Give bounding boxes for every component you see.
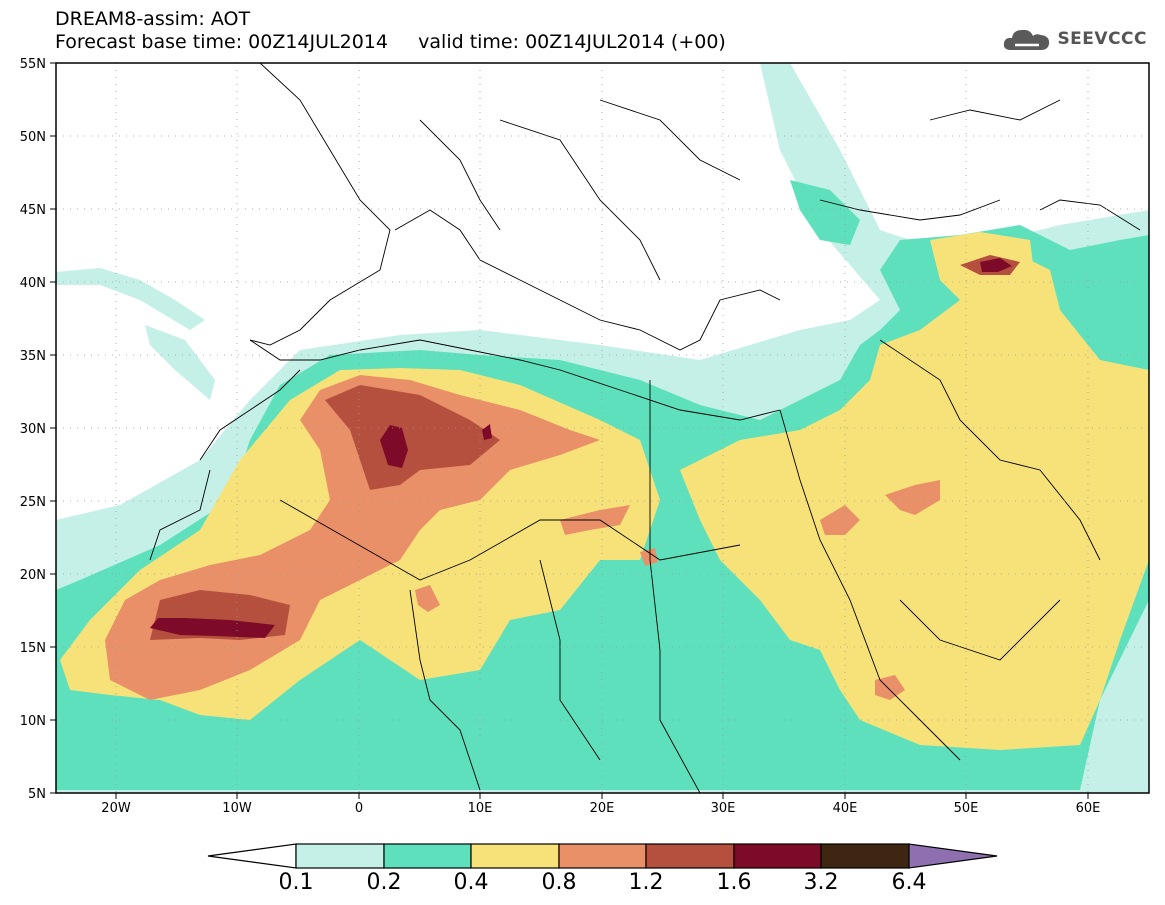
lat-label: 25N bbox=[20, 495, 46, 510]
aot-field bbox=[56, 63, 1149, 793]
lat-label: 15N bbox=[20, 641, 46, 656]
lon-label: 20E bbox=[590, 801, 615, 816]
map-title: DREAM8-assim: AOT bbox=[55, 8, 251, 30]
graticule bbox=[56, 63, 1149, 793]
seevccc-logo: SEEVCCC bbox=[1003, 26, 1147, 52]
aot-band-0.8 bbox=[820, 505, 860, 535]
colorbar bbox=[207, 843, 998, 869]
lon-label: 0 bbox=[355, 801, 363, 816]
lat-label: 45N bbox=[20, 203, 46, 218]
lat-label: 40N bbox=[20, 276, 46, 291]
aot-band-1.6 bbox=[482, 424, 492, 440]
lat-label: 30N bbox=[20, 422, 46, 437]
aot-band-0.8 bbox=[415, 585, 440, 612]
aot-band-1.6 bbox=[980, 258, 1012, 272]
aot-band-0.1 bbox=[145, 325, 215, 400]
lat-label: 10N bbox=[20, 714, 46, 729]
lon-label: 30E bbox=[711, 801, 736, 816]
colorbar-swatch bbox=[558, 843, 647, 869]
colorbar-label: 0.1 bbox=[278, 870, 314, 895]
colorbar-under-triangle bbox=[207, 843, 297, 869]
colorbar-swatch bbox=[383, 843, 472, 869]
aot-band-0.8 bbox=[640, 548, 658, 566]
aot-band-1.6 bbox=[380, 425, 408, 468]
latitude-axis: 55N 50N 45N 40N 35N 30N 25N 20N 15N 10N … bbox=[20, 57, 56, 802]
colorbar-swatch bbox=[733, 843, 822, 869]
country-borders bbox=[149, 63, 1141, 793]
aot-band-0.8 bbox=[875, 675, 905, 700]
colorbar-label: 0.4 bbox=[453, 870, 489, 895]
lon-label: 10E bbox=[468, 801, 493, 816]
colorbar-label: 6.4 bbox=[891, 870, 927, 895]
aot-band-0.2 bbox=[790, 180, 860, 245]
lat-label: 35N bbox=[20, 349, 46, 364]
lon-label: 50E bbox=[954, 801, 979, 816]
colorbar-label: 1.2 bbox=[628, 870, 664, 895]
colorbar-label: 0.8 bbox=[541, 870, 577, 895]
colorbar-swatch bbox=[645, 843, 735, 869]
aot-band-1.6 bbox=[150, 618, 275, 638]
colorbar-label: 0.2 bbox=[366, 870, 402, 895]
longitude-axis: 20W 10W 0 10E 20E 30E 40E 50E 60E bbox=[101, 793, 1100, 816]
lon-label: 40E bbox=[833, 801, 858, 816]
colorbar-over-triangle bbox=[908, 843, 998, 869]
lat-label: 55N bbox=[20, 57, 46, 72]
aot-band-0.8 bbox=[885, 480, 940, 515]
aot-band-0.1 bbox=[56, 268, 205, 330]
lon-label: 20W bbox=[101, 801, 131, 816]
colorbar-label: 1.6 bbox=[716, 870, 752, 895]
colorbar-swatch bbox=[295, 843, 385, 869]
colorbar-swatch bbox=[820, 843, 910, 869]
lat-label: 20N bbox=[20, 568, 46, 583]
logo-text: SEEVCCC bbox=[1057, 29, 1147, 49]
aot-band-1.2 bbox=[325, 385, 500, 490]
lat-label: 50N bbox=[20, 130, 46, 145]
cloud-icon bbox=[1004, 29, 1050, 50]
lon-label: 60E bbox=[1076, 801, 1101, 816]
colorbar-label: 3.2 bbox=[803, 870, 839, 895]
lat-label: 5N bbox=[28, 787, 46, 802]
colorbar-swatch bbox=[470, 843, 560, 869]
lon-label: 10W bbox=[222, 801, 252, 816]
forecast-time-subtitle: Forecast base time: 00Z14JUL2014 valid t… bbox=[55, 31, 726, 53]
